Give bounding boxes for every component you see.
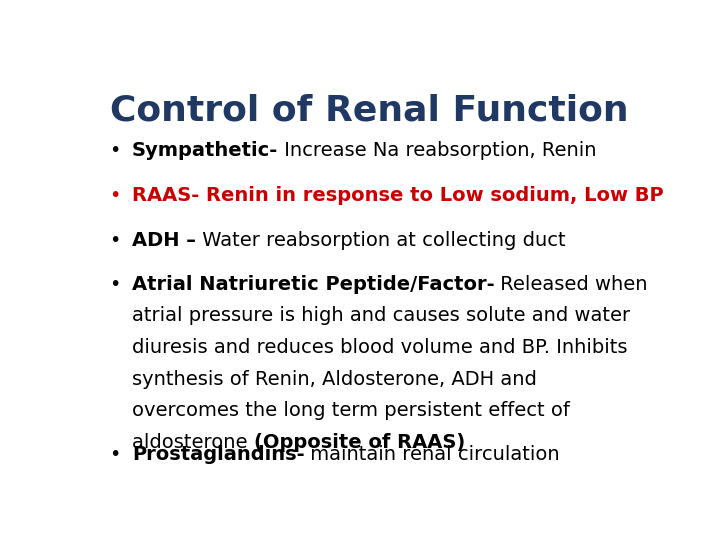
Text: Control of Renal Function: Control of Renal Function [109,94,629,128]
Text: synthesis of Renin, Aldosterone, ADH and: synthesis of Renin, Aldosterone, ADH and [132,370,536,389]
Text: Sympathetic-: Sympathetic- [132,140,278,159]
Text: •: • [109,446,121,464]
Text: (Opposite of RAAS): (Opposite of RAAS) [253,433,465,452]
Text: aldosterone: aldosterone [132,433,253,452]
Text: diuresis and reduces blood volume and BP. Inhibits: diuresis and reduces blood volume and BP… [132,338,627,357]
Text: RAAS- Renin in response to Low sodium, Low BP: RAAS- Renin in response to Low sodium, L… [132,186,663,205]
Text: •: • [109,186,121,205]
Text: ADH –: ADH – [132,231,196,250]
Text: •: • [109,275,121,294]
Text: Prostaglandins-: Prostaglandins- [132,446,305,464]
Text: •: • [109,140,121,159]
Text: atrial pressure is high and causes solute and water: atrial pressure is high and causes solut… [132,306,630,326]
Text: •: • [109,231,121,250]
Text: overcomes the long term persistent effect of: overcomes the long term persistent effec… [132,401,570,420]
Text: Increase Na reabsorption, Renin: Increase Na reabsorption, Renin [278,140,597,159]
Text: Water reabsorption at collecting duct: Water reabsorption at collecting duct [196,231,565,250]
Text: Atrial Natriuretic Peptide/Factor-: Atrial Natriuretic Peptide/Factor- [132,275,495,294]
Text: Released when: Released when [495,275,648,294]
Text: maintain renal circulation: maintain renal circulation [305,446,560,464]
